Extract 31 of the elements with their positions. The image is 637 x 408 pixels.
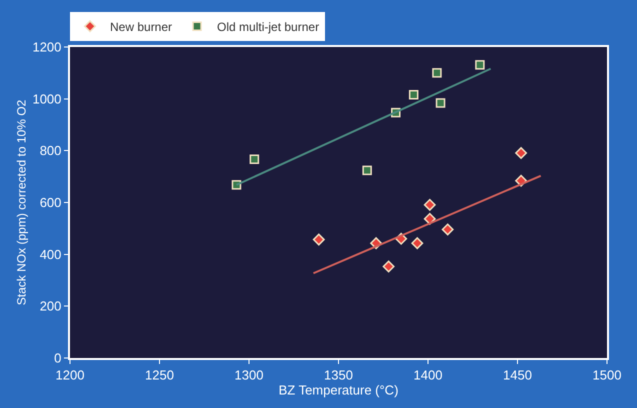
- y-tick-label: 400: [40, 246, 62, 262]
- point: [424, 198, 436, 211]
- x-tick-label: 1350: [324, 368, 353, 383]
- x-tick-label: 1250: [145, 368, 174, 383]
- point: [442, 224, 454, 236]
- legend-label: New burner: [110, 20, 172, 34]
- y-tick-label: 1200: [32, 40, 62, 55]
- x-tick-label: 1300: [234, 368, 264, 383]
- point: [250, 154, 260, 164]
- point: [362, 166, 372, 176]
- x-axis-title: BZ Temperature (°C): [278, 382, 398, 398]
- y-tick-label: 1000: [32, 91, 62, 106]
- point: [436, 98, 446, 108]
- y-tick-label: 600: [40, 195, 62, 210]
- point: [424, 212, 436, 225]
- y-tick-label: 0: [54, 350, 62, 366]
- point: [432, 68, 442, 78]
- point: [382, 260, 395, 272]
- x-tick-label: 1500: [592, 368, 622, 383]
- x-tick-label: 1400: [414, 368, 442, 383]
- x-tick-label: 1450: [503, 368, 532, 383]
- y-tick-label: 200: [40, 298, 62, 314]
- point: [312, 234, 325, 246]
- legend-label: Old multi-jet burner: [217, 20, 320, 34]
- x-tick-label: 1200: [56, 368, 84, 383]
- y-axis-title: Stack NOx (ppm) corrected to 10% O2: [14, 99, 28, 306]
- y-tick-label: 800: [40, 143, 62, 158]
- point: [408, 90, 418, 100]
- point: [475, 60, 485, 70]
- point: [515, 147, 528, 159]
- point: [411, 237, 424, 250]
